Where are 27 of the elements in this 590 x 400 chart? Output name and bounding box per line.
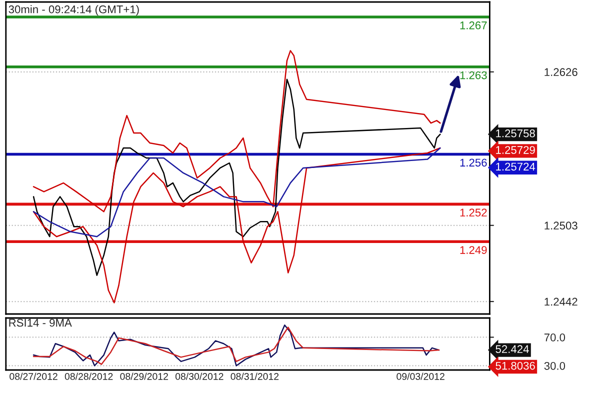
ref-line-label: 1.252 <box>460 208 487 217</box>
chart-title: RSI14 - 9MA <box>9 318 72 327</box>
x-tick-label: 08/29/2012 <box>120 372 168 380</box>
text: 1.25724 <box>496 162 536 171</box>
ref-line-label: 1.256 <box>460 158 487 167</box>
ref-line-label: 1.267 <box>460 21 487 30</box>
line-series <box>32 78 441 276</box>
text: 1.25758 <box>496 129 535 138</box>
line-series <box>32 147 441 304</box>
x-tick-label: 08/30/2012 <box>175 372 224 380</box>
line-series <box>32 50 441 212</box>
text: 1.25729 <box>496 146 535 154</box>
text: 51.8036 <box>496 362 535 370</box>
text: 52.424 <box>496 345 529 354</box>
x-tick-label: 09/03/2012 <box>396 372 444 380</box>
line-series <box>32 147 441 238</box>
y-tick-label: 1.2503 <box>544 222 578 230</box>
ref-line-label: 1.263 <box>460 71 487 80</box>
ref-line-label: 1.249 <box>460 246 487 254</box>
y-tick-label: 1.2442 <box>544 298 578 306</box>
y-tick-label: 1.2626 <box>544 68 578 76</box>
x-tick-label: 08/31/2012 <box>230 372 279 380</box>
chart-title: 30min - 09:24:14 (GMT+1) <box>8 5 139 16</box>
x-tick-label: 08/28/2012 <box>64 372 113 380</box>
x-tick-label: 08/27/2012 <box>10 372 58 380</box>
y-tick-label: 70.0 <box>544 334 566 342</box>
y-tick-label: 30.0 <box>544 362 566 370</box>
